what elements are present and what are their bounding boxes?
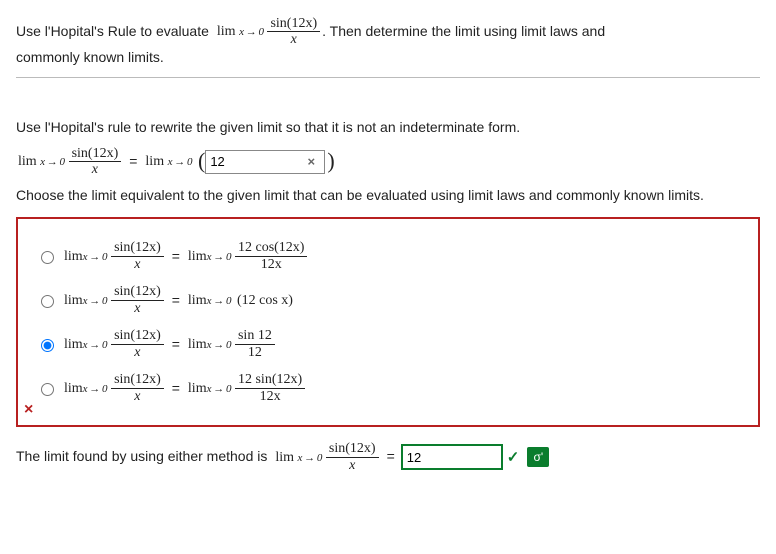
intro-part1: Use l'Hopital's Rule to evaluate: [16, 22, 209, 42]
opt-eq: =: [172, 247, 180, 267]
opt-frac-rhs: 12 sin(12x)12x: [235, 372, 305, 404]
opt-lim-rhs: limx → 0: [188, 381, 231, 396]
divider: [16, 77, 760, 78]
opt-lim-rhs: limx → 0: [188, 249, 231, 264]
q3-eq: =: [387, 447, 395, 467]
intro-frac: sin(12x) x: [267, 16, 320, 48]
option-radio[interactable]: [41, 339, 54, 352]
opt-lim-lhs: limx → 0: [64, 293, 107, 308]
option-row[interactable]: limx → 0 sin(12x)x = limx → 0 sin 1212: [36, 325, 740, 363]
opt-eq: =: [172, 379, 180, 399]
q1-lim-rhs: lim x → 0: [145, 154, 192, 169]
opt-frac-rhs: sin 1212: [235, 328, 275, 360]
clear-input-icon[interactable]: ×: [303, 154, 319, 170]
opt-lim-lhs: limx → 0: [64, 249, 107, 264]
check-icon: ✓: [507, 447, 520, 468]
opt-expr-rhs: (12 cos x): [237, 291, 293, 311]
q1-lim-lhs: lim x → 0: [18, 154, 65, 169]
q3-answer-input[interactable]: [401, 444, 503, 470]
option-radio[interactable]: [41, 383, 54, 396]
opt-frac-lhs: sin(12x)x: [111, 240, 164, 272]
option-row[interactable]: limx → 0 sin(12x)x = limx → 0 (12 cos x): [36, 281, 740, 319]
intro-part2: . Then determine the limit using limit l…: [322, 22, 605, 42]
q3-row: The limit found by using either method i…: [16, 441, 760, 473]
option-radio[interactable]: [41, 295, 54, 308]
q1-equation: lim x → 0 sin(12x) x = lim x → 0 ( × ): [16, 146, 760, 178]
intro: Use l'Hopital's Rule to evaluate lim x →…: [16, 16, 760, 48]
open-paren: (: [198, 146, 205, 177]
q1-frac: sin(12x) x: [69, 146, 122, 178]
close-paren: ): [327, 146, 334, 177]
q3-frac: sin(12x) x: [326, 441, 379, 473]
opt-lim-lhs: limx → 0: [64, 381, 107, 396]
opt-frac-lhs: sin(12x)x: [111, 328, 164, 360]
wrong-mark-icon: ×: [24, 399, 33, 421]
opt-eq: =: [172, 291, 180, 311]
q3-lim: lim x → 0: [275, 450, 322, 465]
opt-frac-rhs: 12 cos(12x)12x: [235, 240, 308, 272]
option-row[interactable]: limx → 0 sin(12x)x = limx → 0 12 cos(12x)1…: [36, 237, 740, 275]
opt-lim-lhs: limx → 0: [64, 337, 107, 352]
sigma-button[interactable]: σ': [527, 447, 549, 467]
intro-part3: commonly known limits.: [16, 48, 760, 68]
q1-eq: =: [129, 152, 137, 172]
q3-text: The limit found by using either method i…: [16, 447, 267, 467]
intro-lim: lim x → 0: [217, 24, 264, 39]
opt-eq: =: [172, 335, 180, 355]
option-radio[interactable]: [41, 251, 54, 264]
opt-lim-rhs: limx → 0: [188, 337, 231, 352]
opt-frac-lhs: sin(12x)x: [111, 284, 164, 316]
q1-text: Use l'Hopital's rule to rewrite the give…: [16, 118, 760, 138]
option-row[interactable]: limx → 0 sin(12x)x = limx → 0 12 sin(12x)1…: [36, 369, 740, 407]
opt-frac-lhs: sin(12x)x: [111, 372, 164, 404]
opt-lim-rhs: limx → 0: [188, 293, 231, 308]
options-box: limx → 0 sin(12x)x = limx → 0 12 cos(12x)1…: [16, 217, 760, 427]
q2-text: Choose the limit equivalent to the given…: [16, 186, 760, 206]
